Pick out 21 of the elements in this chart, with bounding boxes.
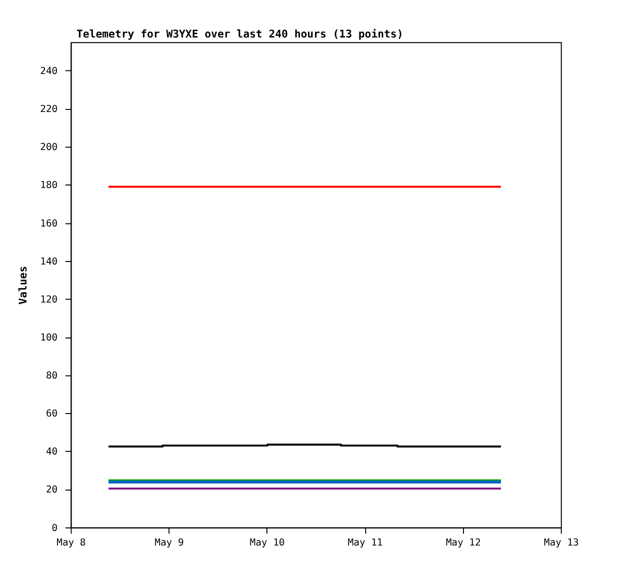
y-tick-label: 180 [40, 180, 58, 192]
x-tick-label: May 13 [544, 537, 579, 548]
y-tick-label: 240 [40, 66, 58, 78]
x-tick-label: May 9 [154, 537, 184, 548]
y-tick-label: 40 [46, 446, 58, 458]
x-tick-label: May 12 [446, 537, 481, 548]
y-tick-label: 200 [40, 142, 58, 154]
y-tick-label: 120 [40, 294, 58, 306]
y-tick-label: 220 [40, 104, 58, 116]
y-tick-label: 100 [40, 332, 58, 344]
x-tick-label: May 11 [348, 537, 383, 548]
x-tick-label: May 10 [250, 537, 285, 548]
y-tick-label: 0 [52, 522, 58, 534]
y-tick-label: 60 [46, 408, 58, 420]
y-tick-label: 140 [40, 256, 58, 268]
y-tick-label: 160 [40, 218, 58, 230]
chart-title: Telemetry for W3YXE over last 240 hours (13 points) [76, 27, 404, 40]
y-tick-label: 20 [46, 484, 58, 496]
x-tick-label: May 8 [56, 537, 86, 548]
y-axis-title: Values [16, 266, 30, 304]
y-tick-label: 80 [46, 370, 58, 382]
